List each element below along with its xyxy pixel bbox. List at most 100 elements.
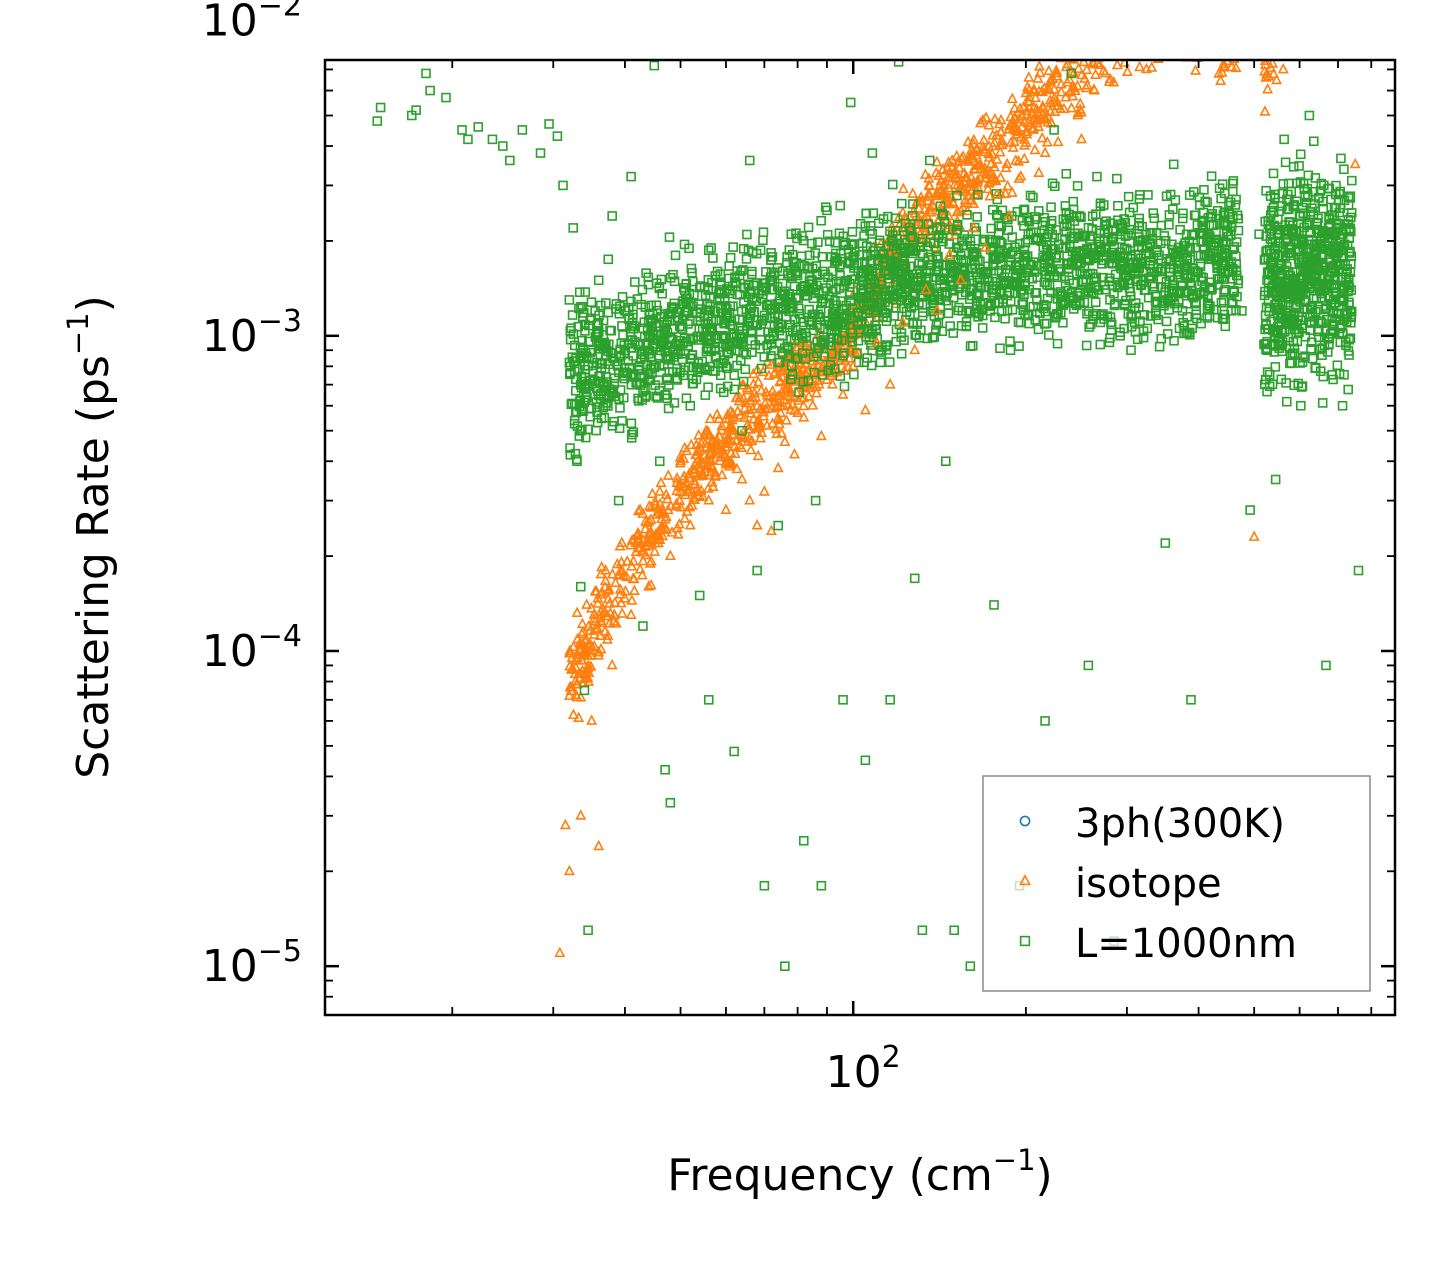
data-point — [770, 401, 782, 412]
data-point — [1263, 9, 1271, 17]
data-point — [780, 414, 792, 425]
data-point — [649, 495, 661, 506]
data-point — [1227, 45, 1235, 53]
data-point — [708, 253, 718, 263]
data-point — [588, 612, 600, 624]
data-point — [720, 437, 732, 449]
data-point — [577, 335, 587, 346]
data-point — [1033, 166, 1045, 177]
data-point — [661, 492, 673, 504]
data-point — [930, 188, 942, 199]
data-point — [1013, 112, 1025, 124]
data-point — [1165, 40, 1173, 48]
data-point — [1269, 45, 1277, 53]
data-point — [1267, 24, 1275, 32]
data-point — [1149, 34, 1157, 42]
data-point — [1031, 117, 1043, 128]
data-point — [1124, 15, 1132, 23]
data-point — [573, 711, 585, 723]
plot-area — [372, 0, 1364, 971]
data-point — [609, 576, 622, 588]
data-point — [1106, 14, 1114, 22]
data-point — [773, 413, 786, 425]
data-point — [1195, 32, 1203, 40]
data-point — [1037, 102, 1049, 113]
data-point — [1210, 41, 1218, 49]
data-point — [563, 646, 576, 658]
data-point — [1010, 124, 1022, 136]
data-point — [1259, 60, 1271, 69]
data-point — [1052, 135, 1064, 147]
data-point — [1264, 0, 1272, 7]
data-point — [1192, 46, 1200, 54]
data-point — [965, 148, 977, 160]
data-point — [882, 340, 892, 350]
data-point — [948, 328, 959, 338]
data-point — [1152, 11, 1160, 19]
data-point — [1121, 4, 1129, 12]
data-point — [1210, 21, 1218, 29]
data-point — [847, 227, 858, 237]
data-point — [1036, 131, 1048, 143]
data-point — [1077, 43, 1085, 51]
data-point — [707, 480, 719, 491]
data-point — [655, 476, 667, 488]
data-point — [1233, 19, 1241, 27]
data-point — [1198, 32, 1206, 40]
data-point — [1194, 17, 1202, 25]
data-point — [1076, 35, 1084, 43]
data-point — [1094, 60, 1106, 70]
data-point — [716, 419, 728, 431]
data-point — [1040, 306, 1051, 317]
data-point — [989, 160, 1001, 172]
data-point — [761, 267, 771, 277]
data-point — [946, 191, 958, 202]
data-point — [1099, 5, 1107, 13]
data-point — [1050, 64, 1062, 75]
data-point — [738, 376, 749, 387]
data-point — [730, 434, 742, 446]
data-point — [1230, 61, 1242, 73]
data-point — [1279, 15, 1287, 23]
data-point — [728, 242, 738, 252]
data-point — [1094, 15, 1102, 23]
data-point — [1067, 90, 1079, 101]
data-point — [1186, 230, 1197, 241]
data-point — [615, 403, 625, 413]
data-point — [1068, 196, 1079, 207]
data-point — [1192, 313, 1202, 324]
data-point — [1262, 0, 1270, 1]
data-point — [972, 272, 983, 283]
data-point — [1228, 186, 1238, 197]
data-point — [637, 554, 649, 566]
data-point — [652, 536, 664, 548]
data-point — [1088, 60, 1100, 69]
data-point — [1300, 0, 1308, 1]
data-point — [1263, 17, 1271, 25]
data-point — [645, 578, 657, 590]
data-point — [1106, 15, 1114, 23]
data-point — [1061, 168, 1072, 179]
data-point — [1210, 0, 1218, 4]
data-point — [1306, 0, 1314, 3]
data-point — [1029, 143, 1041, 155]
data-point — [655, 520, 668, 532]
data-point — [746, 434, 758, 445]
data-point — [1298, 9, 1306, 17]
data-point — [759, 396, 771, 408]
data-point — [1231, 17, 1239, 25]
data-point — [591, 623, 603, 634]
data-point — [695, 436, 707, 448]
data-point — [896, 348, 907, 359]
data-point — [1126, 41, 1134, 49]
data-point — [993, 221, 1004, 231]
data-point — [1224, 6, 1232, 14]
data-point — [1262, 5, 1270, 13]
data-point — [684, 243, 694, 254]
data-point — [1103, 25, 1111, 33]
data-point — [1052, 50, 1060, 58]
data-point — [1124, 15, 1132, 23]
data-point — [567, 708, 579, 720]
data-point — [581, 662, 593, 673]
